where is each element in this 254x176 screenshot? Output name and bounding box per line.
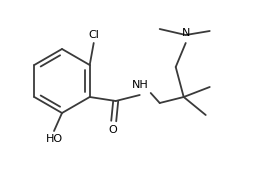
Text: Cl: Cl bbox=[88, 30, 99, 40]
Text: HO: HO bbox=[45, 134, 62, 144]
Text: O: O bbox=[108, 125, 117, 135]
Text: NH: NH bbox=[132, 80, 149, 90]
Text: N: N bbox=[182, 28, 190, 38]
